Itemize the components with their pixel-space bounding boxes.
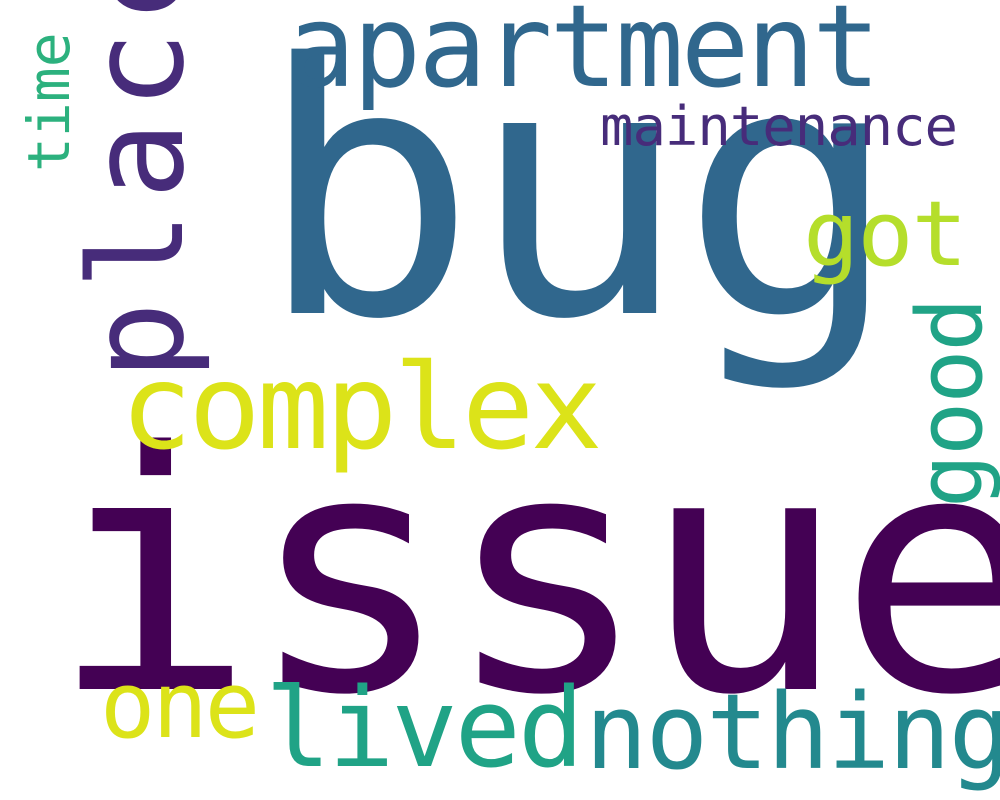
word-lived: lived bbox=[265, 664, 584, 792]
word-nothing: nothing bbox=[585, 671, 1000, 793]
word-maintenance: maintenance bbox=[600, 95, 958, 158]
word-got: got bbox=[803, 182, 968, 287]
word-complex: complex bbox=[120, 338, 603, 476]
word-bug: bug bbox=[257, 0, 900, 396]
word-issue: issue bbox=[50, 383, 1000, 768]
word-good: good bbox=[898, 299, 1000, 508]
word-place: place bbox=[61, 0, 213, 380]
word-one: one bbox=[100, 652, 260, 759]
word-time: time bbox=[15, 32, 83, 172]
word-apartment: apartment bbox=[287, 0, 881, 113]
